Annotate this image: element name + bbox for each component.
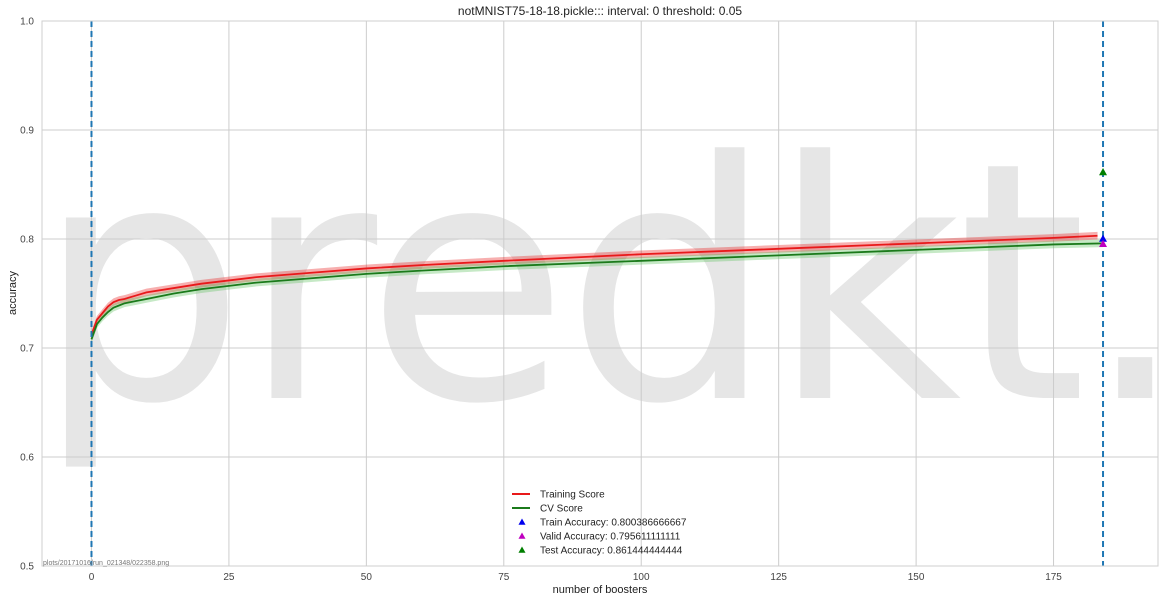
legend: Training Score CV Score Train Accuracy: 0.… (512, 490, 687, 557)
accuracy-markers (1099, 168, 1108, 247)
x-tick-label: 50 (361, 572, 373, 583)
x-tick-label: 0 (89, 572, 95, 583)
footer-path: plots/20171016/run_021348/022358.png (43, 560, 169, 567)
x-tick-label: 75 (498, 572, 510, 583)
grid (42, 20, 1158, 567)
legend-label: Train Accuracy: 0.800386666667 (540, 518, 687, 529)
legend-marker-swatch (518, 532, 526, 539)
series-line (90, 242, 1104, 340)
series-lines (90, 234, 1104, 340)
y-tick-label: 0.6 (20, 453, 34, 464)
legend-marker-swatch (518, 518, 526, 525)
x-axis-label: number of boosters (553, 584, 648, 596)
accuracy-marker (1099, 168, 1108, 176)
x-tick-label: 150 (908, 572, 925, 583)
x-tick-label: 25 (223, 572, 235, 583)
legend-label: Valid Accuracy: 0.795611111111 (540, 532, 681, 543)
series-band (91, 239, 1104, 344)
x-tick-label: 175 (1045, 572, 1062, 583)
accuracy-marker (1099, 239, 1108, 247)
legend-label: Training Score (540, 490, 605, 501)
vertical-lines (90, 21, 1105, 566)
x-tick-label: 100 (633, 572, 650, 583)
y-axis-label: accuracy (7, 270, 19, 315)
chart-title: notMNIST75-18-18.pickle::: interval: 0 t… (458, 4, 742, 18)
plot-frame (41, 20, 1159, 567)
y-tick-label: 1.0 (20, 17, 34, 28)
y-tick-label: 0.7 (20, 344, 34, 355)
watermark: predkt.io (36, 92, 1165, 476)
series-bands (91, 231, 1104, 344)
legend-marker-swatch (518, 546, 526, 553)
legend-label: CV Score (540, 504, 583, 515)
plot-area (42, 21, 1158, 566)
tick-labels: 0 25 50 75 100 125 150 175 0.5 0.6 0.7 0.8 0.9 1.0 (20, 17, 1062, 584)
legend-label: Test Accuracy: 0.861444444444 (540, 546, 683, 557)
y-tick-label: 0.5 (20, 562, 34, 573)
x-tick-label: 125 (770, 572, 787, 583)
y-tick-label: 0.8 (20, 235, 34, 246)
series-band (91, 231, 1098, 339)
series-line (90, 234, 1098, 336)
accuracy-marker (1099, 234, 1108, 242)
y-tick-label: 0.9 (20, 126, 34, 137)
